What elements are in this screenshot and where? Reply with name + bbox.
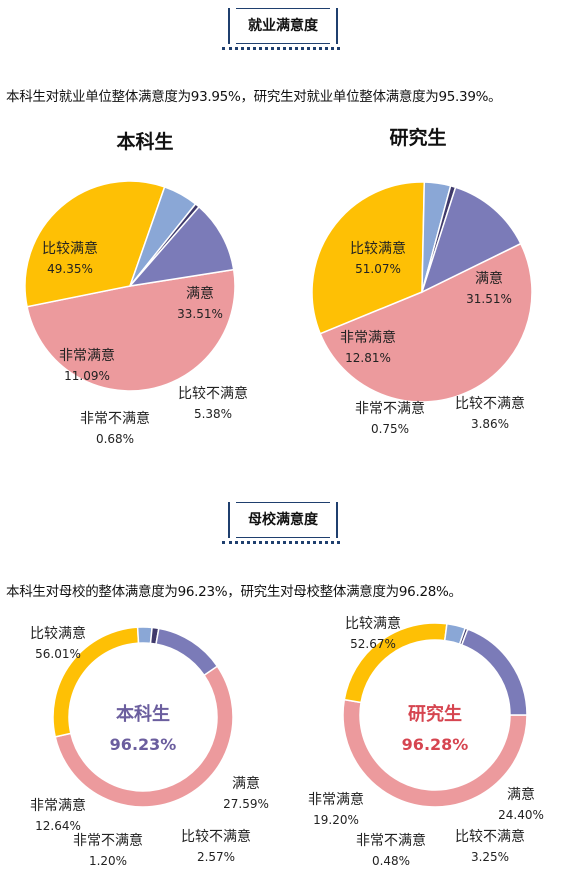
slice-label-category: 比较满意 (42, 240, 98, 257)
slice-label-value: 12.64% (35, 819, 81, 833)
slice-比较满意 (319, 242, 533, 403)
slice-label-category: 非常不满意 (73, 832, 143, 849)
slice-label-category: 非常不满意 (355, 400, 425, 417)
slice-label-category: 比较满意 (350, 240, 406, 257)
donut-center-title: 研究生 (408, 703, 462, 725)
slice-满意 (311, 181, 426, 335)
slice-label-category: 非常不满意 (80, 410, 150, 427)
slice-label-category: 比较满意 (30, 625, 86, 642)
chart-title: 本科生 (116, 130, 173, 153)
donut-chart-undergrad-school: 比较满意 56.01% 满意 27.59% 比较不满意 2.57% 非常不满意 1.20% 非常… (30, 625, 269, 868)
slice-label-value: 0.75% (371, 422, 409, 436)
slice-满意 (24, 180, 166, 308)
slice-label-category: 比较不满意 (455, 395, 525, 412)
slice-label-value: 12.81% (345, 351, 391, 365)
slice-label-category: 非常满意 (340, 329, 396, 346)
slice-非常满意 (420, 186, 522, 294)
donut-center-value: 96.28% (402, 735, 469, 754)
slice-非常满意 (460, 628, 528, 716)
section-header-school: 母校满意度 (0, 500, 573, 544)
donut-center-title: 本科生 (116, 703, 170, 725)
slice-label-value: 5.38% (194, 407, 232, 421)
slice-非常满意 (155, 627, 219, 677)
slice-label-value: 2.57% (197, 850, 235, 864)
slice-label-value: 11.09% (64, 369, 110, 383)
slices (24, 180, 236, 392)
slice-label-value: 19.20% (313, 813, 359, 827)
chart-title: 研究生 (389, 126, 446, 149)
slice-满意 (343, 622, 448, 704)
employment-summary: 本科生对就业单位整体满意度为93.95%，研究生对就业单位整体满意度为95.39… (6, 89, 502, 105)
dotted-divider (222, 541, 340, 550)
donut-chart-grad-school: 比较满意 52.67% 满意 24.40% 比较不满意 3.25% 非常不满意 0.48% 非常… (308, 615, 544, 868)
school-summary: 本科生对母校的整体满意度为96.23%，研究生对母校整体满意度为96.28%。 (6, 584, 462, 600)
slice-label-value: 56.01% (35, 647, 81, 661)
slice-label-category: 比较不满意 (178, 385, 248, 402)
pie-chart-undergrad-employment: 比较满意 49.35% 满意 33.51% 比较不满意 5.38% 非常不满意 0.68% 非常… (24, 130, 248, 446)
slice-label-value: 3.86% (471, 417, 509, 431)
slice-label-category: 满意 (475, 270, 503, 287)
slice-label-category: 满意 (186, 285, 214, 302)
slice-label-category: 满意 (507, 786, 535, 803)
donut-center-value: 96.23% (110, 735, 177, 754)
section-title: 母校满意度 (248, 512, 318, 528)
section-header-employment: 就业满意度 (0, 6, 573, 50)
slice-label-category: 比较不满意 (455, 828, 525, 845)
slice-label-value: 27.59% (223, 797, 269, 811)
slice-比较不满意 (136, 626, 153, 645)
slice-label-value: 3.25% (471, 850, 509, 864)
slice-label-category: 比较满意 (345, 615, 401, 632)
pie-chart-grad-employment: 比较满意 51.07% 满意 31.51% 比较不满意 3.86% 非常不满意 0.75% 非常… (311, 126, 533, 436)
slice-label-value: 33.51% (177, 307, 223, 321)
slice-label-value: 1.20% (89, 854, 127, 868)
slice-label-value: 0.48% (372, 854, 410, 868)
slice-label-category: 满意 (232, 775, 260, 792)
slices (311, 181, 533, 403)
slice-label-value: 24.40% (498, 808, 544, 822)
slice-label-category: 非常不满意 (356, 832, 426, 849)
slice-label-category: 非常满意 (59, 347, 115, 364)
section-title-box: 就业满意度 (228, 8, 338, 44)
slice-非常满意 (128, 205, 235, 288)
slice-label-value: 52.67% (350, 637, 396, 651)
slice-label-value: 31.51% (466, 292, 512, 306)
slice-label-value: 51.07% (355, 262, 401, 276)
section-title-box: 母校满意度 (228, 502, 338, 538)
slice-比较满意 (26, 268, 236, 392)
slice-label-value: 0.68% (96, 432, 134, 446)
dotted-divider (222, 47, 340, 56)
section-title: 就业满意度 (248, 18, 318, 34)
slices (52, 626, 234, 808)
slices (342, 622, 528, 808)
slice-label-category: 非常满意 (308, 791, 364, 808)
slice-label-category: 比较不满意 (181, 828, 251, 845)
slice-label-category: 非常满意 (30, 797, 86, 814)
slice-label-value: 49.35% (47, 262, 93, 276)
